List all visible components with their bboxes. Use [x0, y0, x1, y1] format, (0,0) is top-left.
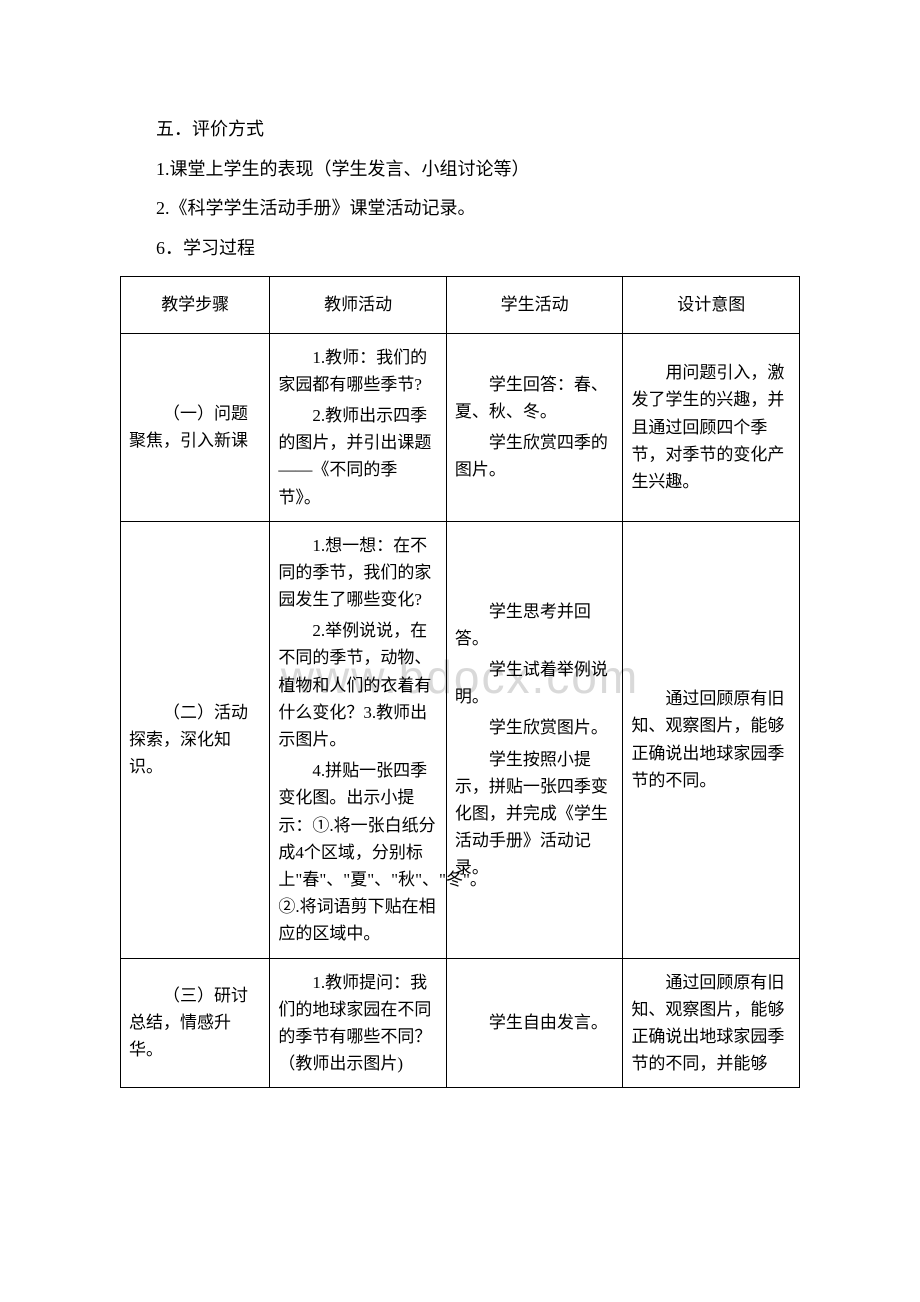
table-row: （一）问题聚焦，引入新课 1.教师：我们的家园都有哪些季节? 2.教师出示四季的… — [121, 333, 800, 521]
header-col-4: 设计意图 — [623, 277, 800, 333]
cell-text: 2.教师出示四季的图片，并引出课题——《不同的季节》。 — [278, 402, 438, 511]
cell-text: 学生自由发言。 — [455, 1009, 615, 1036]
cell-text: 1.教师：我们的家园都有哪些季节? — [278, 344, 438, 398]
table-header-row: 教学步骤 教师活动 学生活动 设计意图 — [121, 277, 800, 333]
header-col-2: 教师活动 — [270, 277, 447, 333]
cell-text: 通过回顾原有旧知、观察图片，能够正确说出地球家园季节的不同，并能够 — [631, 969, 791, 1078]
header-col-3: 学生活动 — [446, 277, 623, 333]
cell-intent-3: 通过回顾原有旧知、观察图片，能够正确说出地球家园季节的不同，并能够 — [623, 958, 800, 1088]
cell-text: 通过回顾原有旧知、观察图片，能够正确说出地球家园季节的不同。 — [631, 685, 791, 794]
cell-text: （三）研讨总结，情感升华。 — [129, 982, 261, 1064]
cell-text: 学生按照小提示，拼贴一张四季变化图，并完成《学生活动手册》活动记录。 — [455, 746, 615, 882]
cell-student-2: 学生思考并回答。 学生试着举例说明。 学生欣赏图片。 学生按照小提示，拼贴一张四… — [446, 521, 623, 958]
intro-line-3: 2.《科学学生活动手册》课堂活动记录。 — [120, 189, 800, 229]
cell-text: 学生试着举例说明。 — [455, 656, 615, 710]
cell-student-1: 学生回答：春、夏、秋、冬。 学生欣赏四季的图片。 — [446, 333, 623, 521]
cell-text: 4.拼贴一张四季变化图。出示小提示：①.将一张白纸分成4个区域，分别标上"春"、… — [278, 757, 438, 947]
cell-text: （二）活动探索，深化知识。 — [129, 699, 261, 781]
cell-text: 1.教师提问：我们的地球家园在不同的季节有哪些不同？（教师出示图片) — [278, 969, 438, 1078]
cell-text: 1.想一想：在不同的季节，我们的家园发生了哪些变化? — [278, 532, 438, 614]
cell-intent-1: 用问题引入，激发了学生的兴趣，并且通过回顾四个季节，对季节的变化产生兴趣。 — [623, 333, 800, 521]
cell-teacher-3: 1.教师提问：我们的地球家园在不同的季节有哪些不同？（教师出示图片) — [270, 958, 447, 1088]
intro-block: 五．评价方式 1.课堂上学生的表现（学生发言、小组讨论等） 2.《科学学生活动手… — [120, 110, 800, 268]
intro-line-1: 五．评价方式 — [120, 110, 800, 150]
cell-step-1: （一）问题聚焦，引入新课 — [121, 333, 270, 521]
cell-text: 学生欣赏图片。 — [455, 714, 615, 741]
cell-teacher-1: 1.教师：我们的家园都有哪些季节? 2.教师出示四季的图片，并引出课题——《不同… — [270, 333, 447, 521]
cell-text: （一）问题聚焦，引入新课 — [129, 400, 261, 454]
intro-line-2: 1.课堂上学生的表现（学生发言、小组讨论等） — [120, 150, 800, 190]
cell-text: 学生欣赏四季的图片。 — [455, 429, 615, 483]
cell-text: 学生回答：春、夏、秋、冬。 — [455, 371, 615, 425]
header-col-1: 教学步骤 — [121, 277, 270, 333]
cell-teacher-2: 1.想一想：在不同的季节，我们的家园发生了哪些变化? 2.举例说说，在不同的季节… — [270, 521, 447, 958]
cell-text: 2.举例说说，在不同的季节，动物、植物和人们的衣着有什么变化？3.教师出示图片。 — [278, 617, 438, 753]
lesson-table: 教学步骤 教师活动 学生活动 设计意图 （一）问题聚焦，引入新课 1.教师：我们… — [120, 276, 800, 1088]
table-row: （二）活动探索，深化知识。 1.想一想：在不同的季节，我们的家园发生了哪些变化?… — [121, 521, 800, 958]
cell-intent-2: 通过回顾原有旧知、观察图片，能够正确说出地球家园季节的不同。 — [623, 521, 800, 958]
cell-step-2: （二）活动探索，深化知识。 — [121, 521, 270, 958]
table-row: （三）研讨总结，情感升华。 1.教师提问：我们的地球家园在不同的季节有哪些不同？… — [121, 958, 800, 1088]
cell-step-3: （三）研讨总结，情感升华。 — [121, 958, 270, 1088]
intro-line-4: 6．学习过程 — [120, 229, 800, 269]
cell-student-3: 学生自由发言。 — [446, 958, 623, 1088]
cell-text: 用问题引入，激发了学生的兴趣，并且通过回顾四个季节，对季节的变化产生兴趣。 — [631, 359, 791, 495]
cell-text: 学生思考并回答。 — [455, 598, 615, 652]
